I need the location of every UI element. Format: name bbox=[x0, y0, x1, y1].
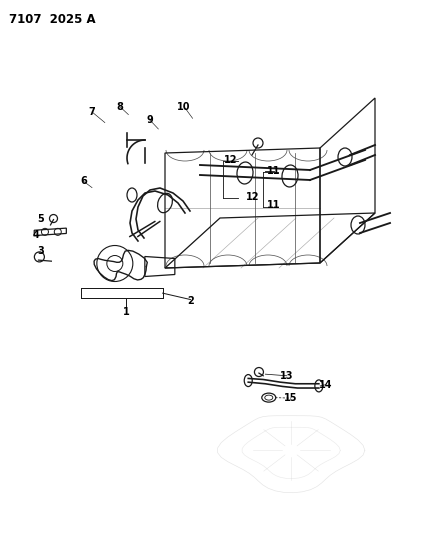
Text: 1: 1 bbox=[123, 307, 130, 317]
Text: 9: 9 bbox=[146, 115, 153, 125]
Text: 12: 12 bbox=[224, 155, 238, 165]
Text: 2: 2 bbox=[187, 296, 194, 306]
Text: 11: 11 bbox=[267, 166, 281, 175]
Text: 11: 11 bbox=[267, 200, 281, 210]
Text: 13: 13 bbox=[280, 371, 294, 381]
Text: 7107  2025 A: 7107 2025 A bbox=[9, 13, 95, 26]
Text: 10: 10 bbox=[177, 102, 191, 111]
Text: 6: 6 bbox=[80, 176, 87, 186]
Text: 8: 8 bbox=[116, 102, 123, 111]
Text: 4: 4 bbox=[33, 230, 40, 239]
Text: 7: 7 bbox=[89, 107, 95, 117]
Text: 15: 15 bbox=[284, 393, 298, 403]
Text: 12: 12 bbox=[246, 192, 259, 202]
Text: 3: 3 bbox=[37, 246, 44, 255]
Text: 14: 14 bbox=[318, 380, 332, 390]
Text: 5: 5 bbox=[37, 214, 44, 223]
